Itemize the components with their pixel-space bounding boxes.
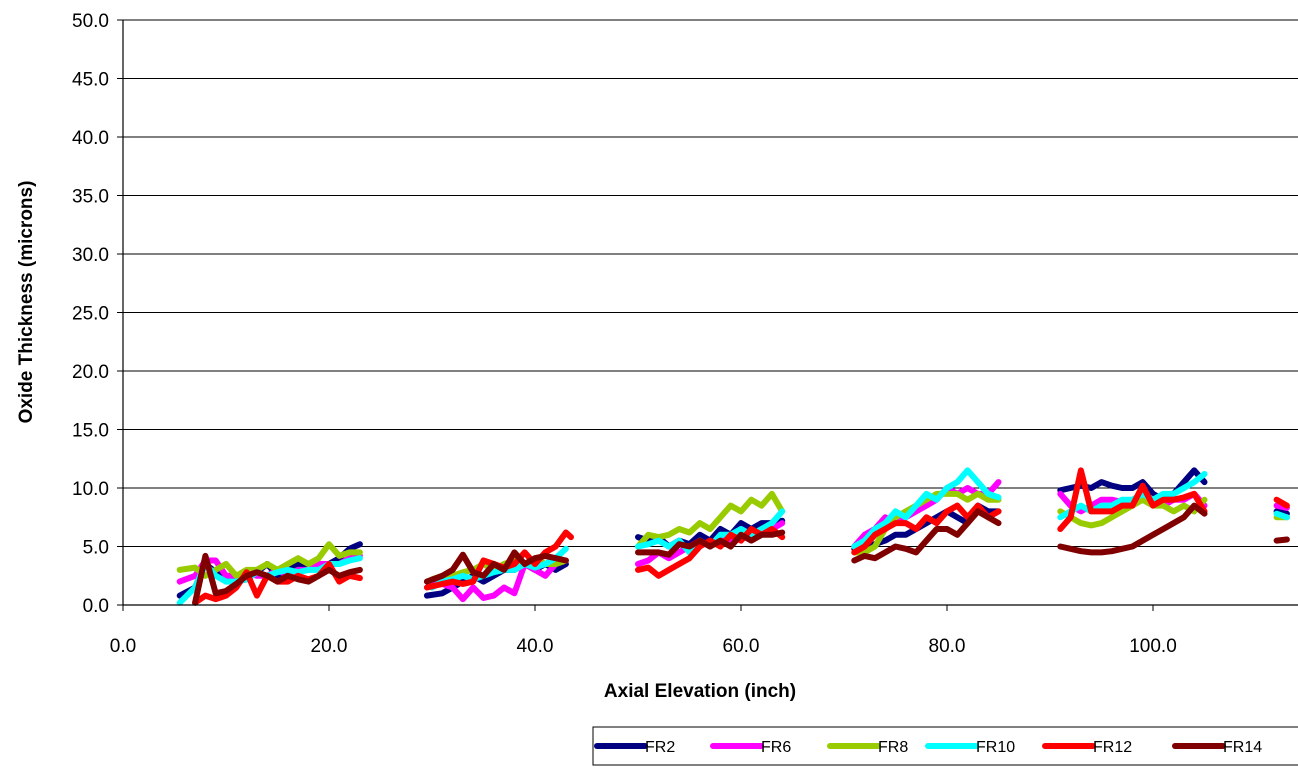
y-tick-label: 35.0: [72, 187, 109, 208]
x-tick-label: 60.0: [723, 636, 760, 657]
gridlines: [117, 20, 1298, 605]
x-tick-label: 20.0: [311, 636, 348, 657]
y-tick-label: 30.0: [72, 245, 109, 266]
y-tick-label: 5.0: [83, 538, 109, 559]
legend-label: FR8: [878, 739, 908, 756]
x-tick-label: 100.0: [1129, 636, 1177, 657]
y-tick-label: 0.0: [83, 596, 109, 617]
series-line-fr14: [1277, 540, 1287, 541]
y-tick-label: 50.0: [72, 11, 109, 32]
y-tick-label: 45.0: [72, 70, 109, 91]
legend-label: FR2: [645, 739, 675, 756]
x-tick-label: 80.0: [929, 636, 966, 657]
y-tick-label: 15.0: [72, 421, 109, 442]
y-tick-label: 20.0: [72, 362, 109, 383]
legend-label: FR14: [1223, 739, 1262, 756]
legend-label: FR12: [1093, 739, 1132, 756]
x-axis-title: Axial Elevation (inch): [604, 681, 796, 702]
y-tick-label: 10.0: [72, 479, 109, 500]
legend: FR2 FR6 FR8 FR10 FR12 FR14: [593, 727, 1298, 765]
series-line-fr10: [1277, 514, 1287, 518]
legend-label: FR6: [761, 739, 791, 756]
legend-label: FR10: [976, 739, 1015, 756]
y-tick-label: 25.0: [72, 304, 109, 325]
x-tick-labels: 0.0 20.0 40.0 60.0 80.0 100.0: [110, 605, 1177, 657]
y-axis-title: Oxide Thickness (microns): [16, 181, 37, 424]
x-tick-label: 40.0: [517, 636, 554, 657]
plot-area: [180, 470, 1287, 602]
y-tick-label: 40.0: [72, 128, 109, 149]
y-tick-labels: 0.0 5.0 10.0 15.0 20.0 25.0 30.0 35.0 40.0 45.0 50…: [72, 11, 109, 617]
x-tick-label: 0.0: [110, 636, 136, 657]
